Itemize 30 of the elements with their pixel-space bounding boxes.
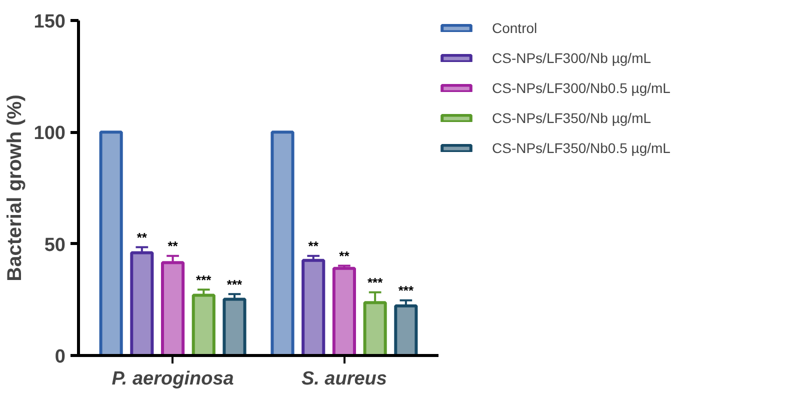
x-tick-label: S. aureus xyxy=(301,368,387,390)
bar xyxy=(192,294,216,356)
data-label: *** xyxy=(226,276,244,292)
data-label: *** xyxy=(367,275,384,290)
data-label: *** xyxy=(196,272,212,288)
y-tick-label: 0 xyxy=(54,346,66,368)
bar xyxy=(332,266,356,356)
bar xyxy=(99,130,123,356)
y-axis-title: Bacterial growh (%) xyxy=(4,94,26,282)
legend-label: CS-NPs/LF300/Nb0.5 µg/mL xyxy=(492,80,670,96)
bar xyxy=(130,251,154,356)
data-label: *** xyxy=(398,283,414,298)
bar xyxy=(161,261,185,356)
y-tick-label: 100 xyxy=(34,123,66,144)
data-label: ** xyxy=(339,248,350,264)
bar xyxy=(363,301,387,356)
x-tick-label: P. aeroginosa xyxy=(112,368,234,390)
data-label: ** xyxy=(136,230,148,245)
legend-label: CS-NPs/LF300/Nb µg/mL xyxy=(492,50,652,66)
bar xyxy=(302,258,326,356)
bar xyxy=(394,304,418,356)
y-tick-label: 150 xyxy=(34,12,66,32)
data-label: ** xyxy=(308,238,320,254)
legend-label: CS-NPs/LF350/Nb µg/mL xyxy=(492,110,652,126)
bar xyxy=(222,298,246,356)
data-label: ** xyxy=(168,238,179,254)
legend-label: CS-NPs/LF350/Nb0.5 µg/mL xyxy=(492,140,670,156)
bar xyxy=(270,130,294,356)
legend-label: Control xyxy=(492,20,538,36)
y-tick-label: 50 xyxy=(44,234,66,256)
